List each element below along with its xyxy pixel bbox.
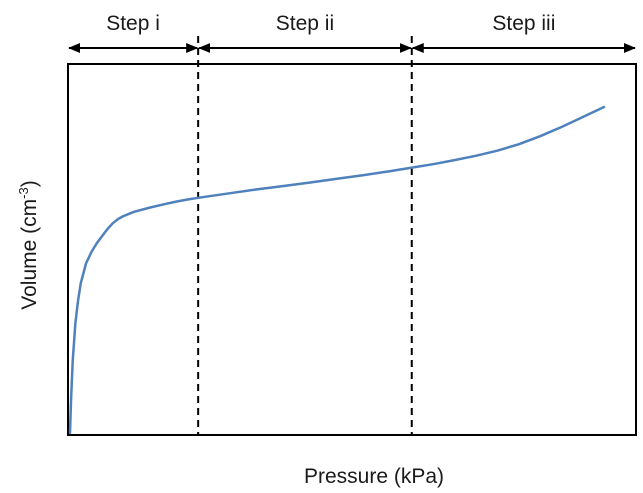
x-axis-label: Pressure (kPa) [304, 465, 444, 488]
plot-frame [67, 63, 637, 436]
step-label-3: Step iii [492, 12, 555, 35]
step-label-2: Step ii [276, 12, 334, 35]
step-label-1: Step i [106, 12, 160, 35]
y-axis-label: Volume (cm-3) [16, 180, 41, 309]
y-axis-label-exponent: -3 [16, 187, 31, 199]
series-line-0 [68, 105, 606, 435]
series-layer [68, 105, 606, 435]
y-axis-label-close: ) [18, 180, 41, 187]
y-axis-label-main: Volume (cm [18, 199, 41, 310]
step-labels: Step i Step ii Step iii [106, 12, 555, 35]
step-dividers [197, 36, 413, 435]
